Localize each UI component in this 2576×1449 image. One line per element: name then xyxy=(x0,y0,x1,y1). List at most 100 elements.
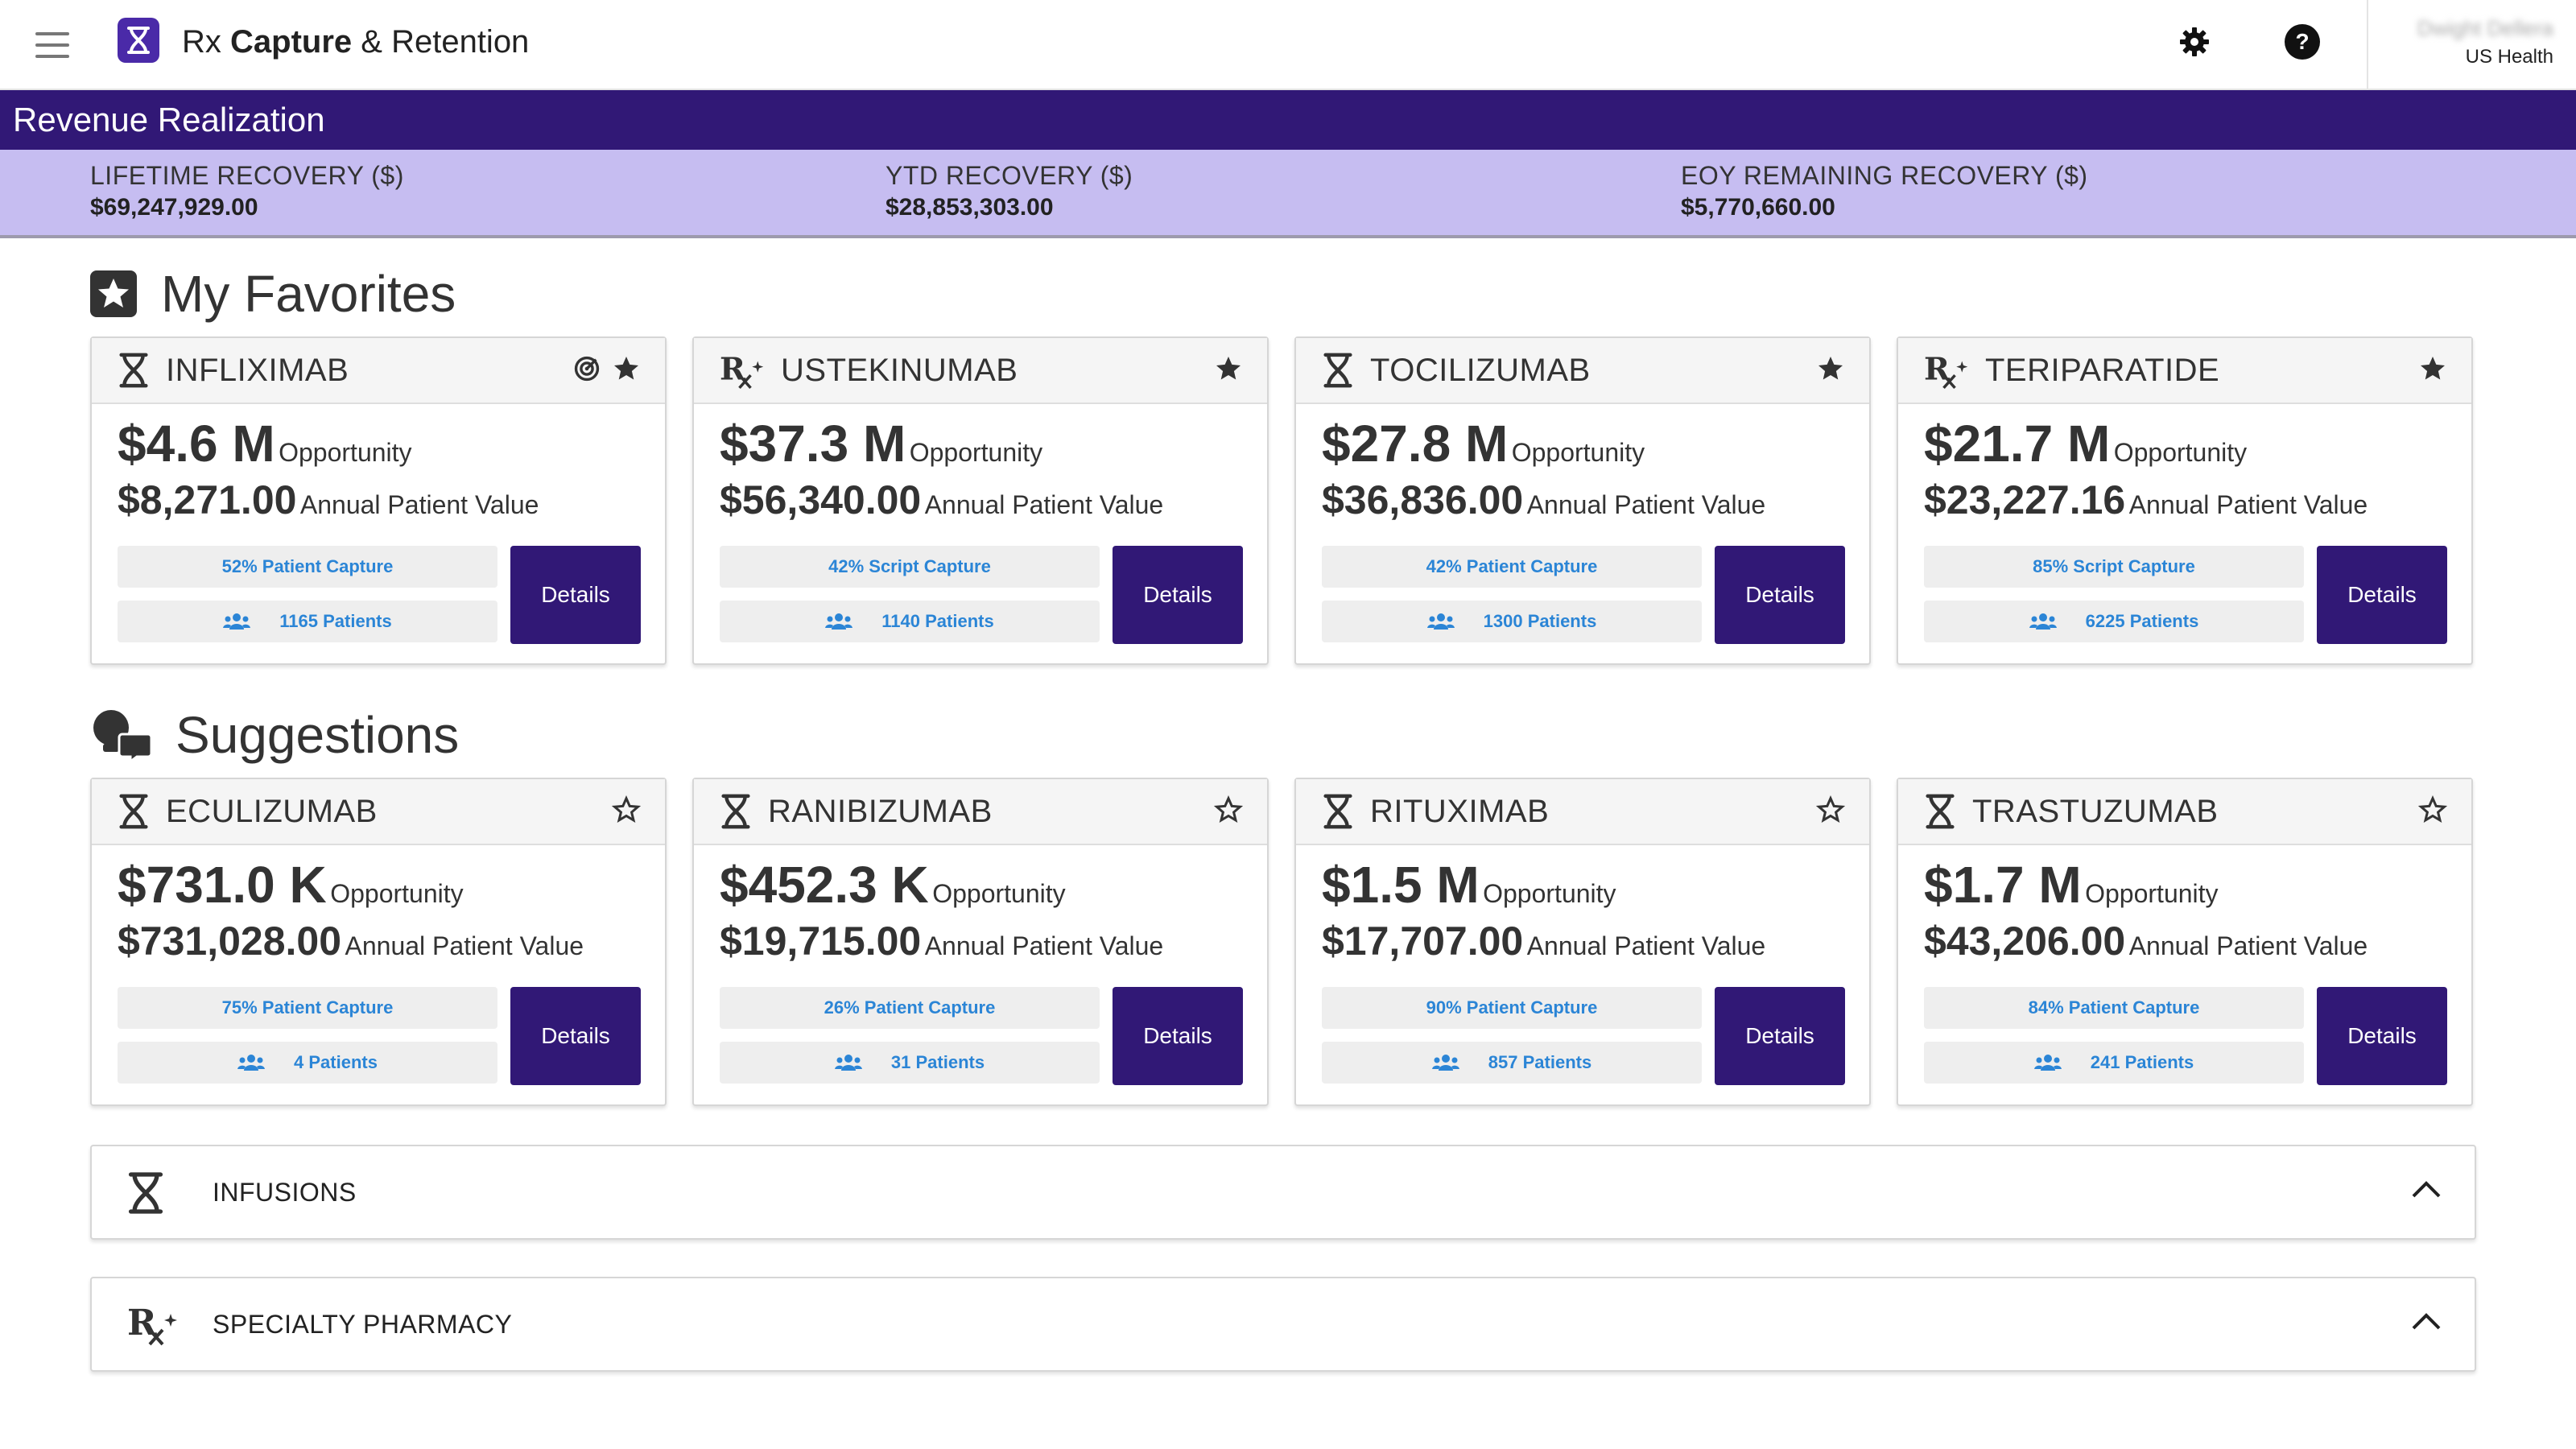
metric-value: $69,247,929.00 xyxy=(90,194,258,221)
specialty-pharmacy-accordion[interactable]: R SPECIALTY PHARMACY xyxy=(90,1277,2476,1372)
drug-card-body: $731.0 K Opportunity $731,028.00 Annual P… xyxy=(92,845,665,1106)
capture-badge: 52% Patient Capture xyxy=(118,546,497,588)
details-button[interactable]: Details xyxy=(2317,546,2447,644)
user-account-menu[interactable]: Dwight Dellera US Health xyxy=(2367,0,2576,90)
svg-text:R: R xyxy=(720,351,746,387)
annual-patient-value-label: Annual Patient Value xyxy=(2128,931,2368,960)
annual-patient-value-row: $8,271.00 Annual Patient Value xyxy=(118,477,639,523)
user-name: Dwight Dellera xyxy=(2417,16,2553,40)
annual-patient-value-label: Annual Patient Value xyxy=(924,490,1164,519)
star-filled-icon[interactable] xyxy=(612,354,641,383)
details-button[interactable]: Details xyxy=(2317,987,2447,1085)
details-button[interactable]: Details xyxy=(1715,546,1845,644)
opportunity-label: Opportunity xyxy=(909,438,1043,467)
star-outline-icon[interactable] xyxy=(1816,795,1845,824)
star-outline-icon[interactable] xyxy=(612,795,641,824)
top-app-bar: Rx Capture & Retention ? Dwight Dellera … xyxy=(0,0,2576,90)
capture-badge: 85% Script Capture xyxy=(1924,546,2304,588)
card-actions xyxy=(1805,795,1845,824)
drug-card-header: TOCILIZUMAB xyxy=(1296,338,1869,404)
app-logo-icon[interactable] xyxy=(118,18,159,63)
drug-card: TOCILIZUMAB $27.8 M Opportunity $36,836.00… xyxy=(1294,336,1871,665)
drug-card-header: INFLIXIMAB xyxy=(92,338,665,404)
drug-name: USTEKINUMAB xyxy=(781,352,1018,388)
star-outline-icon[interactable] xyxy=(1214,795,1243,824)
annual-patient-value: $56,340.00 xyxy=(720,477,922,522)
rx-icon: R xyxy=(127,1302,179,1350)
capture-badge: 26% Patient Capture xyxy=(720,987,1100,1029)
opportunity-label: Opportunity xyxy=(2085,879,2219,908)
patients-count: 857 Patients xyxy=(1488,1052,1592,1072)
lightbulb-comment-icon xyxy=(93,710,151,762)
drug-card-body: $1.5 M Opportunity $17,707.00 Annual Pati… xyxy=(1296,845,1869,1106)
help-circle-icon[interactable]: ? xyxy=(2285,24,2320,60)
annual-patient-value: $8,271.00 xyxy=(118,477,297,522)
metric-label: YTD RECOVERY ($) xyxy=(886,161,1133,190)
patients-badge: 1165 Patients xyxy=(118,601,497,642)
patients-count: 1165 Patients xyxy=(279,611,392,631)
metric-value: $5,770,660.00 xyxy=(1681,194,1835,221)
patients-count: 1140 Patients xyxy=(881,611,994,631)
opportunity-value: $1.5 M xyxy=(1322,856,1480,914)
drug-name: INFLIXIMAB xyxy=(166,352,349,388)
patients-badge: 1140 Patients xyxy=(720,601,1100,642)
opportunity-row: $4.6 M Opportunity xyxy=(118,414,639,473)
star-filled-icon[interactable] xyxy=(2418,354,2447,383)
drug-card-header: RITUXIMAB xyxy=(1296,779,1869,845)
drug-card-body: $21.7 M Opportunity $23,227.16 Annual Pat… xyxy=(1898,404,2471,665)
star-filled-icon[interactable] xyxy=(1214,354,1243,383)
details-button[interactable]: Details xyxy=(510,546,641,644)
details-button[interactable]: Details xyxy=(510,987,641,1085)
star-outline-icon[interactable] xyxy=(2418,795,2447,824)
users-icon xyxy=(237,1053,279,1072)
users-icon xyxy=(825,612,867,631)
users-icon xyxy=(2029,612,2071,631)
drug-name: TOCILIZUMAB xyxy=(1370,352,1591,388)
favorites-title: My Favorites xyxy=(161,265,456,323)
annual-patient-value: $19,715.00 xyxy=(720,919,922,964)
drug-card-body: $452.3 K Opportunity $19,715.00 Annual Pa… xyxy=(694,845,1267,1106)
card-actions xyxy=(1203,795,1243,824)
svg-text:R: R xyxy=(1924,351,1951,387)
chevron-up-icon[interactable] xyxy=(2410,1179,2442,1203)
settings-gear-icon[interactable] xyxy=(2177,24,2212,60)
hamburger-menu-icon[interactable] xyxy=(35,32,69,58)
patients-count: 4 Patients xyxy=(294,1052,378,1072)
opportunity-label: Opportunity xyxy=(330,879,464,908)
drug-card-header: R TERIPARATIDE xyxy=(1898,338,2471,404)
opportunity-label: Opportunity xyxy=(2113,438,2248,467)
user-organization: US Health xyxy=(2465,46,2553,68)
drug-name: TERIPARATIDE xyxy=(1985,352,2220,388)
star-filled-icon[interactable] xyxy=(1816,354,1845,383)
details-button[interactable]: Details xyxy=(1113,987,1243,1085)
annual-patient-value-row: $23,227.16 Annual Patient Value xyxy=(1924,477,2446,523)
infusions-accordion[interactable]: INFUSIONS xyxy=(90,1145,2476,1240)
opportunity-value: $37.3 M xyxy=(720,415,906,473)
annual-patient-value-label: Annual Patient Value xyxy=(1526,931,1766,960)
details-button[interactable]: Details xyxy=(1715,987,1845,1085)
capture-badge: 42% Script Capture xyxy=(720,546,1100,588)
chevron-up-icon[interactable] xyxy=(2410,1311,2442,1335)
svg-text:R: R xyxy=(127,1302,157,1344)
drug-card-body: $37.3 M Opportunity $56,340.00 Annual Pat… xyxy=(694,404,1267,665)
patients-count: 31 Patients xyxy=(890,1052,985,1072)
suggestions-title: Suggestions xyxy=(175,706,460,764)
drug-card: TRASTUZUMAB $1.7 M Opportunity $43,206.00 … xyxy=(1897,778,2473,1106)
drug-card-body: $27.8 M Opportunity $36,836.00 Annual Pat… xyxy=(1296,404,1869,665)
hourglass-icon xyxy=(1322,352,1354,389)
app-title-capture: Capture xyxy=(230,24,353,60)
users-icon xyxy=(834,1053,877,1072)
revenue-metrics-strip: LIFETIME RECOVERY ($) $69,247,929.00 YTD… xyxy=(0,150,2576,238)
drug-card-header: TRASTUZUMAB xyxy=(1898,779,2471,845)
patients-count: 1300 Patients xyxy=(1483,611,1597,631)
app-title-retention: & Retention xyxy=(361,24,530,60)
annual-patient-value-row: $19,715.00 Annual Patient Value xyxy=(720,918,1241,964)
opportunity-value: $4.6 M xyxy=(118,415,275,473)
annual-patient-value-row: $36,836.00 Annual Patient Value xyxy=(1322,477,1843,523)
annual-patient-value-row: $56,340.00 Annual Patient Value xyxy=(720,477,1241,523)
drug-card: INFLIXIMAB $4.6 M Opportunity $8,271.00 An… xyxy=(90,336,667,665)
details-button[interactable]: Details xyxy=(1113,546,1243,644)
card-actions xyxy=(2407,795,2447,824)
target-icon[interactable] xyxy=(573,355,601,382)
opportunity-value: $731.0 K xyxy=(118,856,327,914)
